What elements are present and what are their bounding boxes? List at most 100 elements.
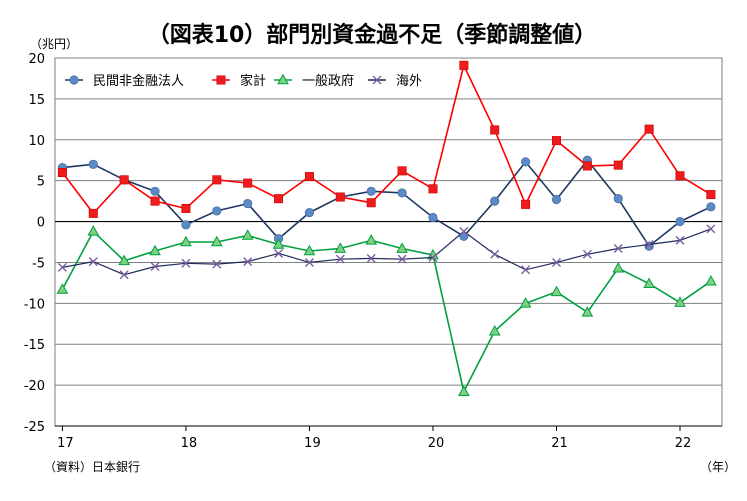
data-point: [243, 178, 253, 188]
series-line: [62, 228, 712, 276]
data-point: [119, 175, 129, 185]
legend-item: 家計: [212, 73, 266, 89]
x-tick-label: 22: [675, 436, 692, 451]
data-point: [397, 166, 407, 176]
y-tick-label: -20: [24, 379, 45, 394]
data-point: [644, 239, 654, 249]
data-point: [335, 254, 345, 264]
y-tick-label: -10: [24, 297, 45, 312]
data-point: [459, 60, 469, 70]
data-point: [241, 229, 254, 240]
legend: 民間非金融法人 家計 一般政府 海外: [65, 73, 422, 89]
data-point: [181, 258, 191, 268]
data-point: [88, 159, 98, 169]
series-1: [57, 60, 716, 218]
y-tick-label: -25: [24, 420, 45, 435]
data-point: [457, 385, 470, 396]
data-point: [274, 248, 284, 258]
data-point: [150, 262, 160, 272]
legend-item: 一般政府: [274, 73, 354, 89]
data-point: [243, 198, 253, 209]
data-point: [644, 124, 654, 134]
data-point: [581, 306, 594, 317]
data-point: [582, 161, 592, 171]
data-point: [365, 234, 378, 245]
data-point: [366, 186, 376, 196]
data-point: [272, 238, 285, 249]
data-point: [119, 270, 129, 280]
data-point: [490, 196, 500, 206]
data-point: [335, 192, 345, 202]
y-tick-label: 0: [37, 216, 45, 231]
legend-label: 民間非金融法人: [93, 73, 184, 89]
data-point: [612, 261, 625, 273]
data-point: [303, 244, 316, 256]
data-point: [521, 265, 531, 275]
x-tick-label: 19: [304, 436, 321, 451]
data-point: [304, 172, 314, 182]
data-point: [519, 297, 532, 308]
data-point: [180, 235, 192, 247]
data-point: [87, 225, 100, 236]
legend-item: 海外: [368, 74, 422, 89]
data-point: [706, 190, 716, 200]
data-point: [57, 167, 67, 177]
series-line: [62, 158, 712, 248]
x-tick-label: 17: [57, 436, 74, 451]
data-point: [551, 257, 561, 267]
x-unit-label: （年）: [700, 460, 736, 474]
data-point: [69, 75, 79, 85]
series-3: [57, 224, 716, 280]
source-note: （資料）日本銀行: [44, 460, 140, 474]
data-point: [551, 136, 561, 146]
y-tick-label: 15: [28, 93, 45, 108]
grid-lines: [54, 57, 723, 427]
data-point: [181, 203, 191, 213]
data-point: [675, 216, 685, 227]
data-point: [181, 220, 191, 230]
data-point: [675, 235, 685, 245]
data-point: [212, 206, 222, 216]
chart-title: （図表10）部門別資金過不足（季節調整値）: [148, 22, 597, 48]
data-point: [56, 283, 69, 294]
data-point: [490, 249, 500, 259]
data-point: [488, 324, 501, 336]
y-tick-label: 5: [37, 175, 45, 190]
data-point: [551, 194, 562, 205]
y-tick-label: -15: [24, 338, 45, 353]
data-point: [243, 257, 253, 267]
data-point: [459, 226, 469, 236]
data-point: [428, 253, 438, 263]
data-point: [274, 194, 284, 204]
data-point: [613, 194, 623, 204]
series-2: [56, 225, 717, 396]
data-point: [550, 285, 563, 297]
data-point: [490, 125, 500, 135]
data-point: [57, 262, 67, 272]
data-point: [705, 275, 717, 286]
data-point: [675, 171, 685, 181]
legend-label: 一般政府: [302, 73, 354, 89]
data-point: [88, 257, 98, 267]
data-point: [644, 241, 654, 251]
data-point: [521, 157, 531, 167]
y-tick-label: -5: [32, 256, 45, 271]
y-unit-label: （兆円）: [30, 37, 78, 51]
x-tick-label: 21: [551, 436, 568, 451]
series-line: [61, 230, 712, 395]
axes: 20 15 10 5 0 -5 -10 -15 -20 -25 17 18 19 20 21 22: [24, 52, 722, 451]
data-point: [118, 254, 131, 266]
series-lines: [56, 60, 717, 396]
data-point: [706, 224, 716, 234]
data-point: [216, 75, 226, 85]
y-tick-label: 10: [28, 134, 45, 149]
data-point: [334, 242, 347, 253]
data-point: [304, 207, 315, 218]
data-point: [706, 202, 716, 212]
data-point: [396, 242, 408, 253]
legend-label: 海外: [396, 74, 422, 89]
data-point: [212, 175, 222, 185]
y-tick-label: 20: [28, 52, 45, 67]
data-point: [582, 249, 592, 259]
